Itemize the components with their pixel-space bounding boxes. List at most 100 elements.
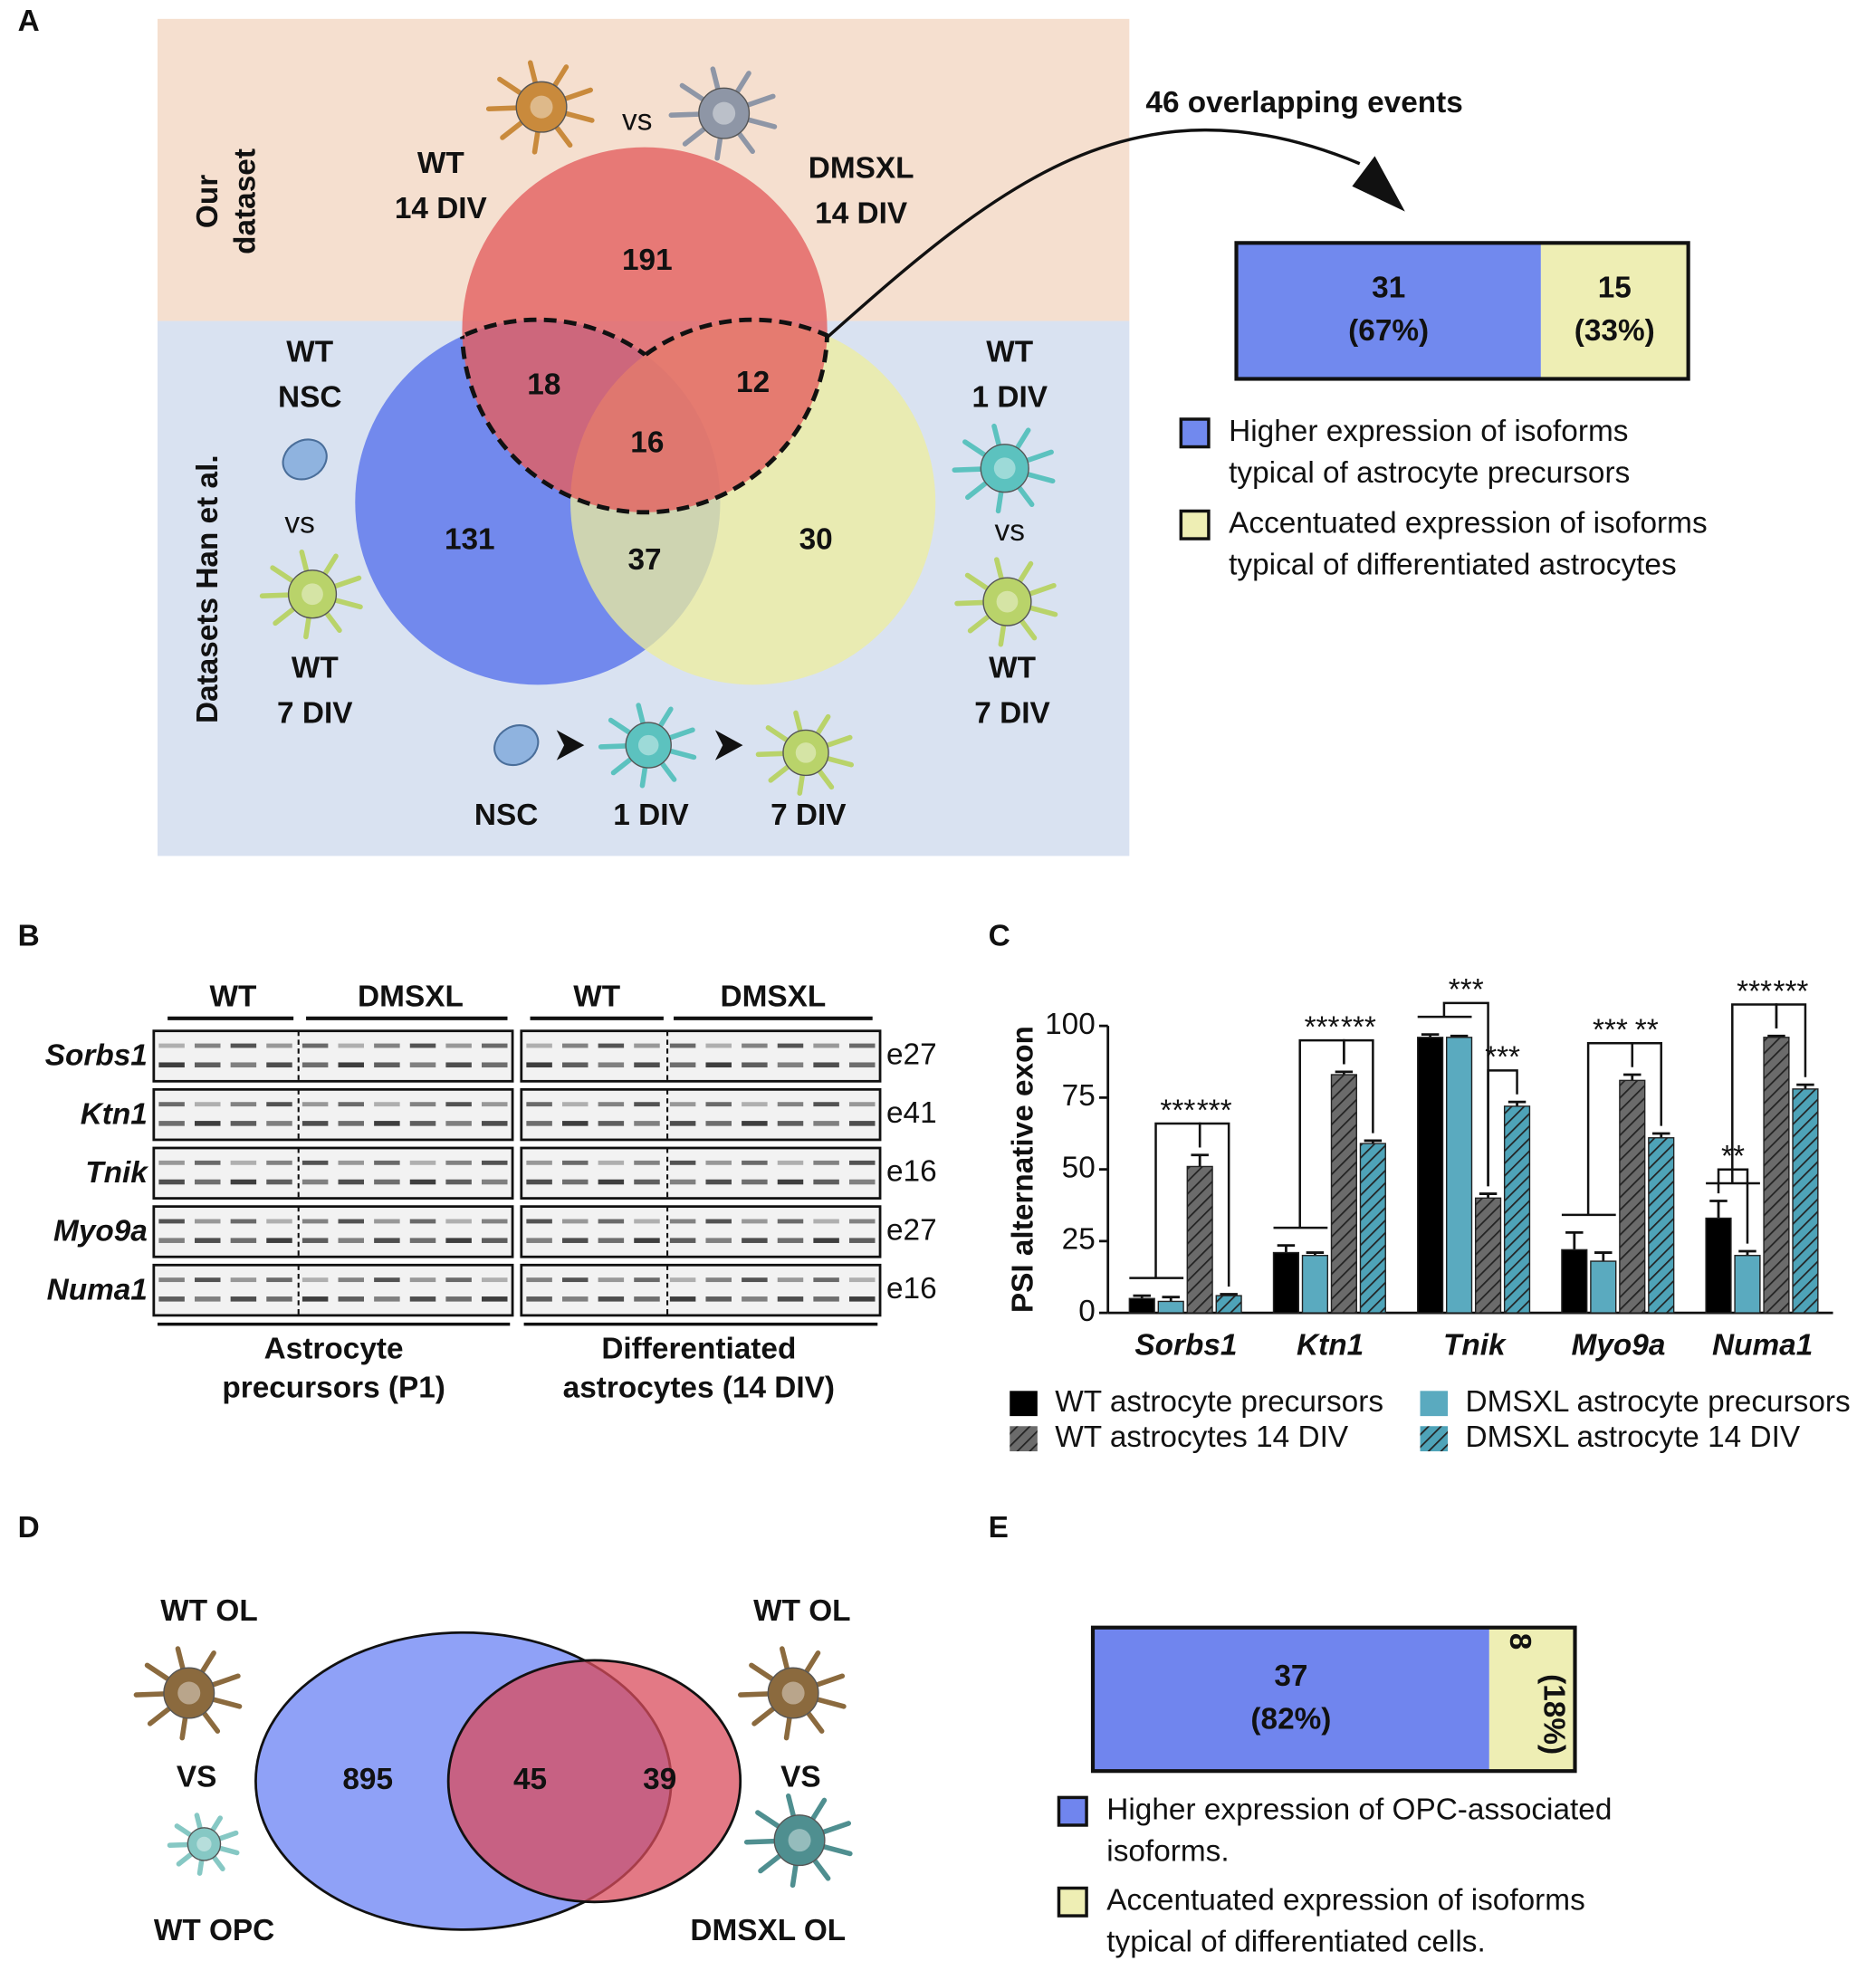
gel-band xyxy=(409,1277,436,1283)
gel-band xyxy=(848,1102,876,1107)
gel-band xyxy=(742,1121,768,1126)
legend-text: DMSXL astrocyte 14 DIV xyxy=(1466,1420,1801,1454)
gel-band xyxy=(813,1043,839,1048)
gel-band xyxy=(195,1043,221,1048)
gel-band xyxy=(742,1043,768,1048)
gel-band xyxy=(302,1179,329,1185)
gel-band xyxy=(302,1121,329,1126)
split-border xyxy=(1090,1625,1577,1774)
gel-band xyxy=(266,1102,292,1107)
gel-band xyxy=(705,1179,732,1185)
gel-band xyxy=(482,1102,508,1107)
gel-band xyxy=(777,1062,804,1068)
gel-band xyxy=(669,1296,696,1302)
gel-band xyxy=(266,1160,292,1165)
cell-body xyxy=(982,577,1032,627)
gel-band xyxy=(848,1277,876,1283)
gel-band xyxy=(526,1296,552,1302)
gel-band xyxy=(777,1121,804,1126)
bar xyxy=(1734,1255,1761,1314)
gel-band xyxy=(634,1160,660,1165)
gel-lane-box xyxy=(520,1029,882,1083)
y-tick-label: 25 xyxy=(1062,1223,1096,1257)
gel-band xyxy=(374,1296,400,1302)
sig-label: *** xyxy=(1160,1094,1195,1127)
gel-band xyxy=(669,1062,696,1068)
gel-band xyxy=(742,1179,768,1185)
gel-band xyxy=(409,1102,436,1107)
split-segment xyxy=(1488,1627,1575,1772)
gene-label: Tnik xyxy=(85,1156,148,1190)
bar xyxy=(1474,1197,1502,1314)
cell-nucleus xyxy=(196,1836,212,1851)
gel-band xyxy=(561,1296,589,1302)
cell-body xyxy=(287,569,338,619)
venn-count: 12 xyxy=(736,366,770,399)
legend-text: Accentuated expression of isoforms xyxy=(1106,1884,1584,1918)
venn-count: 18 xyxy=(527,368,560,402)
gel-band xyxy=(409,1121,436,1126)
split-percent: (33%) xyxy=(1574,314,1655,348)
gel-band xyxy=(445,1062,472,1068)
gel-band xyxy=(848,1160,876,1165)
venn-red xyxy=(462,147,828,512)
gel-band xyxy=(409,1160,436,1165)
gel-band xyxy=(561,1043,589,1048)
gel-band xyxy=(374,1277,400,1283)
gel-band xyxy=(374,1043,400,1048)
gel-band xyxy=(705,1238,732,1243)
arrowhead xyxy=(1352,156,1405,212)
legend-text: Higher expression of isoforms xyxy=(1229,415,1628,448)
dataset-label: dataset xyxy=(229,148,263,254)
gel-band xyxy=(561,1238,589,1243)
x-tick-label: Myo9a xyxy=(1572,1328,1666,1362)
timeline-label: NSC xyxy=(474,799,538,832)
gel-band xyxy=(742,1296,768,1302)
comparison-label: WT xyxy=(286,335,333,368)
arrowhead xyxy=(556,730,585,760)
gel-lane-box xyxy=(152,1029,514,1083)
gene-label: Myo9a xyxy=(53,1215,148,1248)
gel-band xyxy=(705,1121,732,1126)
panel-letter: E xyxy=(989,1511,1009,1545)
gel-band xyxy=(598,1062,625,1068)
gel-band xyxy=(158,1062,185,1068)
gel-band xyxy=(705,1102,732,1107)
sig-bracket xyxy=(1343,1038,1374,1133)
gel-band xyxy=(813,1102,839,1107)
legend-text: isoforms. xyxy=(1106,1834,1229,1868)
gel-band xyxy=(302,1238,329,1243)
bar xyxy=(1648,1137,1675,1314)
gel-band xyxy=(409,1043,436,1048)
comparison-label: VS xyxy=(780,1760,821,1793)
connector-arrow xyxy=(826,129,1361,339)
gel-band xyxy=(195,1102,221,1107)
nsc-cell xyxy=(493,724,540,767)
gel-lane-box xyxy=(520,1146,882,1200)
dataset-label: Datasets Han et al. xyxy=(191,454,225,723)
gel-band xyxy=(777,1219,804,1224)
condition-label: astrocytes (14 DIV) xyxy=(563,1372,835,1405)
gel-band xyxy=(195,1179,221,1185)
gel-band xyxy=(266,1219,292,1224)
gel-band xyxy=(338,1043,365,1048)
cell-nucleus xyxy=(713,101,736,125)
gel-band xyxy=(338,1296,365,1302)
bar xyxy=(1215,1295,1242,1314)
split-border xyxy=(1234,241,1690,381)
gel-band xyxy=(445,1160,472,1165)
gel-band xyxy=(374,1238,400,1243)
cell-body xyxy=(187,1827,222,1861)
cell-nucleus xyxy=(993,457,1016,480)
overlap-outline xyxy=(568,317,938,687)
bar xyxy=(1763,1037,1790,1314)
gel-band xyxy=(634,1179,660,1185)
gel-band xyxy=(777,1043,804,1048)
gel-band xyxy=(634,1043,660,1048)
gel-band xyxy=(230,1277,257,1283)
sig-label: *** xyxy=(1593,1014,1628,1047)
gel-band xyxy=(561,1062,589,1068)
comparison-label: WT OL xyxy=(160,1594,257,1628)
exon-label: e16 xyxy=(886,1272,937,1306)
bar xyxy=(1157,1300,1184,1314)
